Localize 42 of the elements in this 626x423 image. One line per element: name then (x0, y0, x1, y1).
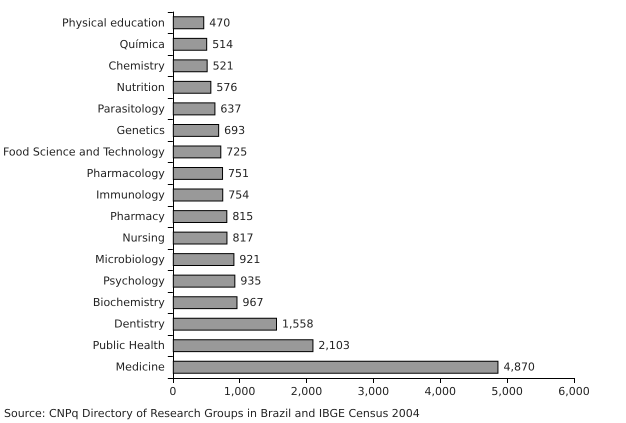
y-tick-label: Biochemistry (92, 296, 166, 310)
y-tick-label: Pharmacy (110, 210, 166, 224)
x-tick-label: 2,000 (290, 385, 322, 398)
source-note: Source: CNPq Directory of Research Groups in Brazil and IBGE Census 2004 (4, 407, 420, 420)
data-label: 967 (242, 296, 264, 310)
y-tick-label: Physical education (62, 16, 165, 30)
y-tick-label: Nutrition (116, 80, 165, 94)
y-tick-label: Chemistry (108, 59, 166, 72)
data-label: 921 (239, 253, 260, 266)
data-label: 751 (228, 166, 250, 180)
data-label: 2,103 (318, 339, 350, 352)
data-label: 576 (216, 80, 238, 94)
y-tick-label: Food Science and Technology (2, 145, 166, 158)
y-tick-label: Microbiology (95, 253, 166, 266)
y-tick-label: Genetics (116, 124, 166, 137)
x-tick-label: 1,000 (224, 385, 256, 398)
data-label: 935 (240, 274, 262, 288)
data-label: 521 (212, 59, 234, 72)
data-label: 754 (228, 188, 250, 202)
x-tick-label: 4,000 (424, 385, 456, 398)
y-tick-label: Parasitology (98, 102, 166, 116)
y-tick-label: Medicine (116, 360, 166, 374)
data-label: 817 (232, 232, 254, 245)
y-tick-label: Dentistry (114, 318, 166, 331)
y-tick-label: Nursing (122, 232, 165, 245)
data-label: 693 (224, 124, 246, 137)
y-tick-label: Psychology (103, 274, 166, 288)
data-label: 514 (212, 38, 234, 51)
x-tick-label: 0 (169, 385, 176, 398)
y-tick-label: Public Health (92, 339, 165, 352)
data-label: 470 (209, 16, 230, 30)
y-tick-label: Pharmacology (86, 166, 166, 180)
data-label: 815 (232, 210, 254, 224)
data-label: 4,870 (503, 360, 535, 374)
data-label: 725 (226, 145, 248, 158)
y-tick-label: Immunology (96, 188, 166, 202)
x-tick-label: 6,000 (558, 385, 590, 398)
x-tick-label: 5,000 (491, 385, 523, 398)
y-tick-label: Química (120, 38, 165, 51)
data-label: 637 (220, 102, 242, 116)
data-label: 1,558 (282, 318, 314, 331)
x-tick-label: 3,000 (358, 385, 390, 398)
